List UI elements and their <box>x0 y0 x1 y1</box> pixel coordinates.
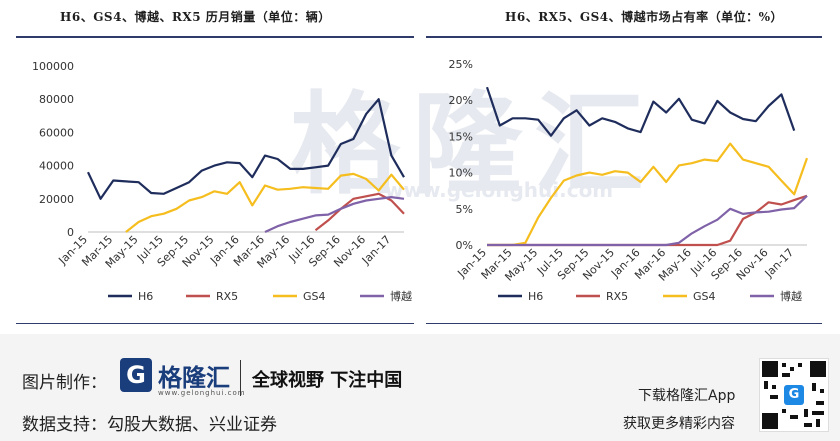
chart0-legend-label: H6 <box>138 290 153 303</box>
qr-module <box>816 419 820 427</box>
gelonghui-logo-icon: G <box>120 358 152 392</box>
chart1-series-line-1 <box>487 194 808 247</box>
qr-module <box>812 411 824 415</box>
chart1-y-tick-label: 10% <box>449 167 473 180</box>
maker-label: 图片制作： <box>22 373 107 393</box>
chart1-legend-label: H6 <box>528 290 543 303</box>
chart0-y-tick-label: 20000 <box>39 193 74 206</box>
chart1-legend-label: RX5 <box>606 290 628 303</box>
logo-url: www.gelonghui.com <box>158 389 246 397</box>
qr-module <box>804 423 812 427</box>
qr-module <box>798 363 802 367</box>
chart-left-title: H6、GS4、博越、RX5 历月销量（单位：辆） <box>60 10 331 24</box>
chart1-series-line-0 <box>485 86 796 137</box>
chart0-y-tick-label: 60000 <box>39 126 74 139</box>
chart0-series-line-2 <box>125 172 405 233</box>
qr-module <box>790 415 798 419</box>
qr-module <box>804 409 808 417</box>
footer-divider <box>240 360 241 396</box>
qr-module <box>810 361 826 377</box>
chart1-legend-label: 博越 <box>780 289 802 303</box>
qr-module <box>782 373 790 377</box>
chart0-legend-label: RX5 <box>216 290 238 303</box>
chart0-y-tick-label: 100000 <box>32 60 74 73</box>
qr-module <box>762 413 778 429</box>
chart0-series-line-1 <box>314 192 405 232</box>
chart1-y-tick-label: 5% <box>456 203 473 216</box>
qr-module <box>790 367 794 371</box>
chart1-y-tick-label: 20% <box>449 94 473 107</box>
qr-module <box>812 383 816 391</box>
chart0-y-tick-label: 80000 <box>39 93 74 106</box>
chart1-series-line-2 <box>487 142 809 247</box>
qr-module <box>816 401 824 405</box>
chart0-series-line-3 <box>264 196 405 233</box>
qr-code-icon[interactable]: G <box>759 358 829 432</box>
chart0-legend-label: GS4 <box>303 290 326 303</box>
qr-module <box>772 385 776 389</box>
chart1-series-line-3 <box>487 195 808 247</box>
chart1-y-tick-label: 0% <box>456 239 473 252</box>
chart0-series-line-0 <box>87 98 405 200</box>
chart1-y-tick-label: 25% <box>449 58 473 71</box>
download-app-text[interactable]: 下载格隆汇App <box>638 388 736 404</box>
chart1-y-tick-label: 15% <box>449 130 473 143</box>
chart-right-title: H6、RX5、GS4、博越市场占有率（单位：%） <box>505 10 783 24</box>
logo-text: 格隆汇 <box>158 364 230 392</box>
support-label: 数据支持： <box>22 415 107 435</box>
watermark-url: www.gelonghui.com <box>385 178 614 202</box>
title-rule-right <box>426 36 822 38</box>
title-rule-left <box>16 36 414 38</box>
support-sources: 勾股大数据、兴业证券 <box>107 415 277 435</box>
chart0-legend-label: 博越 <box>390 289 412 303</box>
bottom-rule-right <box>426 323 822 324</box>
chart0-y-tick-label: 40000 <box>39 160 74 173</box>
qr-module <box>820 389 824 393</box>
footer-bar: 图片制作： G 格隆汇 www.gelonghui.com 全球视野 下注中国 … <box>0 334 840 441</box>
data-support: 数据支持：勾股大数据、兴业证券 <box>22 410 277 435</box>
qr-module <box>782 363 786 367</box>
chart1-x-tick-label: Jan-17 <box>762 246 797 281</box>
charts-canvas: 020000400006000080000100000Jan-15Mar-15M… <box>32 58 809 303</box>
qr-module <box>770 395 778 399</box>
chart1-legend-label: GS4 <box>693 290 716 303</box>
qr-center-logo-icon: G <box>784 385 804 405</box>
qr-module <box>764 381 768 389</box>
chart0-y-tick-label: 0 <box>67 226 74 239</box>
bottom-rule-left <box>16 323 414 324</box>
qr-module <box>762 361 778 377</box>
download-tagline: 获取更多精彩内容 <box>623 416 735 432</box>
qr-module <box>782 409 786 413</box>
slogan: 全球视野 下注中国 <box>252 370 403 391</box>
